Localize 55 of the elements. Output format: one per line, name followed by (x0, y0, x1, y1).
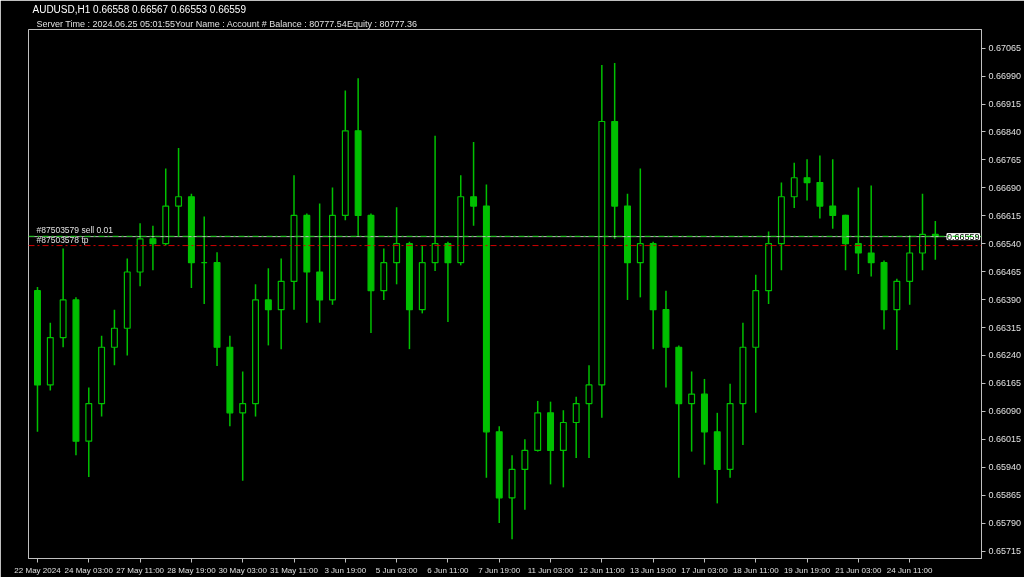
candlestick (470, 141, 478, 227)
x-tick-label: 3 Jun 19:00 (324, 565, 367, 575)
y-tick-label: 0.66465 (988, 266, 1022, 277)
x-tick-label: 28 May 19:00 (167, 565, 217, 575)
ref-line-label: #87503579 sell 0.01 (36, 225, 114, 236)
y-tick-label: 0.66765 (988, 154, 1022, 165)
x-tick-label: 7 Jun 19:00 (478, 565, 521, 575)
candlestick (816, 154, 824, 220)
y-tick-label: 0.66015 (988, 434, 1022, 445)
candlestick (239, 370, 247, 482)
x-tick-label: 18 Jun 11:00 (732, 565, 780, 575)
y-tick-label: 0.66240 (988, 350, 1022, 361)
x-tick-label: 17 Jun 03:00 (681, 565, 729, 575)
y-tick-label: 0.66090 (988, 406, 1022, 417)
x-tick-label: 27 May 11:00 (116, 565, 165, 575)
y-tick-label: 0.66915 (988, 99, 1022, 110)
y-tick-label: 0.65940 (988, 462, 1022, 473)
candlestick (572, 396, 580, 459)
x-tick-label: 5 Jun 03:00 (375, 565, 419, 575)
x-tick-label: 11 Jun 03:00 (527, 565, 574, 575)
x-tick-label: 19 Jun 19:00 (783, 565, 831, 575)
y-tick-label: 0.66540 (988, 238, 1022, 249)
x-tick-label: 13 Jun 19:00 (630, 565, 677, 575)
x-tick-label: 6 Jun 11:00 (427, 565, 470, 575)
ref-line-label: 0.66559 (946, 231, 980, 242)
y-tick-label: 0.67065 (988, 43, 1022, 54)
y-tick-label: 0.66690 (988, 182, 1022, 193)
candlestick (585, 364, 593, 459)
y-tick-label: 0.66990 (988, 71, 1022, 82)
y-tick-label: 0.65865 (988, 490, 1022, 501)
x-tick-label: 21 Jun 03:00 (835, 565, 883, 575)
y-tick-label: 0.66165 (988, 378, 1022, 389)
y-tick-label: 0.66315 (988, 322, 1022, 333)
y-tick-label: 0.66840 (988, 126, 1022, 137)
x-tick-label: 12 Jun 11:00 (579, 565, 626, 575)
x-tick-label: 24 May 03:00 (64, 565, 114, 575)
candlestick (803, 158, 811, 202)
x-tick-label: 24 Jun 11:00 (886, 565, 934, 575)
y-tick-label: 0.65790 (988, 518, 1022, 529)
y-tick-label: 0.66615 (988, 210, 1022, 221)
candlestick (521, 438, 529, 511)
ref-line-label: #87503578 tp (36, 234, 89, 245)
candlestick (444, 241, 452, 323)
x-tick-label: 31 May 11:00 (270, 565, 319, 575)
candlestick (110, 308, 118, 366)
chart-title: AUDUSD,H1 0.66558 0.66567 0.66553 0.66559 (32, 3, 247, 15)
x-tick-label: 22 May 2024 (14, 565, 62, 575)
candlestick (790, 162, 798, 209)
x-tick-label: 30 May 03:00 (218, 565, 268, 575)
y-tick-label: 0.65715 (988, 546, 1022, 557)
candlestick (829, 158, 837, 230)
y-tick-label: 0.66390 (988, 294, 1022, 305)
candlestick (688, 370, 696, 453)
candlestick (264, 267, 272, 347)
chart-subtitle: Server Time : 2024.06.25 05:01:55Your Name : Account # Balance : 80777.54Equity : 80777.36 (36, 18, 417, 29)
